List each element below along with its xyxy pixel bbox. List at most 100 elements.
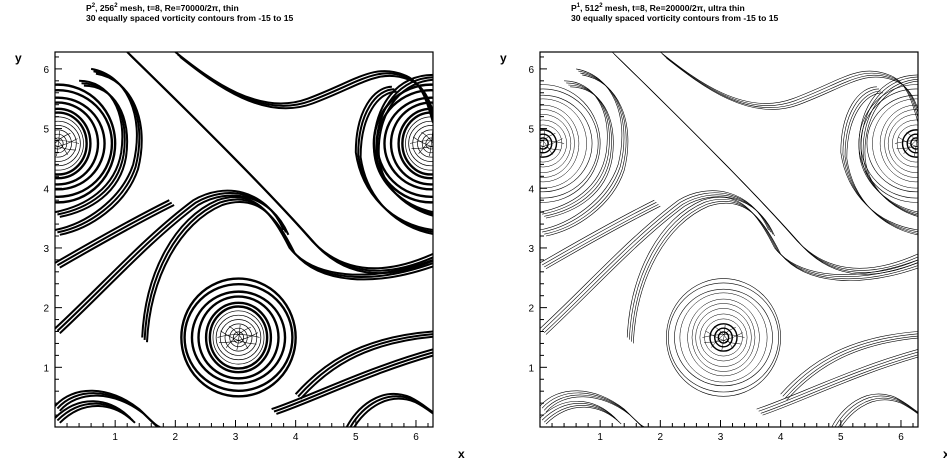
x-tick-label: 6: [898, 432, 904, 443]
axis-group: [540, 56, 914, 427]
vortex-filament-right-edge: [896, 145, 918, 149]
filament-band-4: [662, 53, 918, 119]
vortex-ring-left-edge: [55, 96, 106, 191]
x-tick-label: 4: [778, 432, 784, 443]
vortex-ring-center: [183, 282, 294, 392]
contour-group: [55, 52, 433, 427]
filament-band-3: [617, 57, 918, 275]
left-title-line: P2, 2562 mesh, t=8, Re=70000/2π, thin: [86, 3, 239, 13]
y-tick-label: 4: [43, 184, 49, 195]
y-tick-label: 5: [528, 125, 534, 136]
y-tick-label: 1: [528, 363, 534, 374]
right-plot: 1 2 3 4 5 6 1 2 3 4 5 6 x y: [500, 51, 947, 461]
filament-band-9: [273, 351, 433, 413]
vortex-ring-left-edge: [540, 98, 587, 189]
filament-band-7: [834, 395, 918, 427]
vortex-filament-center: [704, 332, 744, 343]
x-axis-label: x: [943, 447, 947, 461]
filament-band-13: [357, 88, 433, 233]
vortex-ring-right-edge: [901, 129, 918, 158]
filament-band-6: [59, 405, 136, 424]
left-title: P2, 2562 mesh, t=8, Re=70000/2π, thin 30…: [86, 3, 293, 23]
vortex-ring-right-edge: [906, 133, 918, 154]
vortex-filament-center: [219, 332, 259, 343]
filament-band-1: [544, 204, 659, 268]
vortex-ring-left-edge: [540, 129, 558, 158]
vortex-ring-left-edge: [55, 83, 117, 204]
vortex-ring-left-edge: [55, 107, 92, 180]
vortex-filament-right-edge: [429, 130, 433, 157]
vortex-ring-right-edge: [425, 137, 433, 150]
filament-band-7: [831, 393, 918, 427]
vortex-filament-center: [225, 326, 251, 348]
y-tick-label: 4: [528, 184, 534, 195]
filament-band-0: [626, 196, 918, 338]
vortex-filament-right-edge: [903, 138, 918, 154]
filament-band-12: [862, 79, 918, 216]
filament-band-10: [544, 72, 627, 235]
vortex-ring-right-edge: [389, 101, 433, 186]
filament-band-4: [179, 56, 433, 115]
filament-band-2: [59, 194, 290, 335]
vortex-filament-left-edge: [55, 138, 78, 148]
plot-frame: [539, 51, 919, 428]
vortex-ring-right-edge: [884, 109, 918, 178]
vortex-ring-left-edge: [55, 116, 84, 171]
filament-band-8: [299, 335, 433, 400]
left-panel: P2, 2562 mesh, t=8, Re=70000/2π, thin 30…: [0, 0, 473, 462]
y-tick-label: 3: [43, 244, 49, 255]
vortex-ring-center: [709, 323, 738, 352]
right-subtitle: 30 equally spaced vorticity contours fro…: [571, 13, 779, 23]
filament-band-11: [540, 80, 608, 213]
right-title-line: P1, 5122 mesh, t=8, Re=20000/2π, ultra t…: [571, 3, 745, 13]
filament-band-3: [616, 55, 918, 273]
vortex-ring-center: [219, 319, 258, 356]
vortex-ring-right-edge: [405, 116, 433, 171]
x-axis-label: x: [458, 447, 465, 461]
filament-band-7: [838, 397, 918, 427]
vortex-ring-left-edge: [540, 137, 549, 150]
vortex-ring-center: [666, 278, 781, 397]
filament-band-1: [541, 202, 657, 266]
vortex-ring-right-edge: [910, 137, 918, 150]
vortex-ring-right-edge: [896, 124, 918, 163]
filament-band-4: [174, 52, 433, 123]
vortex-ring-center: [233, 331, 244, 344]
vortex-ring-right-edge: [866, 94, 918, 193]
filament-band-0: [633, 202, 918, 344]
vortex-ring-right-edge: [408, 120, 433, 167]
filament-band-5: [541, 392, 644, 427]
y-axis-label: y: [500, 51, 507, 65]
vortex-ring-right-edge: [421, 133, 433, 154]
vortex-ring-right-edge: [417, 129, 433, 158]
filament-band-3: [131, 56, 433, 275]
x-tick-label: 3: [718, 432, 724, 443]
plot-frame: [54, 51, 434, 428]
filament-band-1: [59, 204, 175, 269]
filament-band-12: [864, 80, 918, 217]
vortex-ring-center: [180, 277, 297, 398]
left-plot: 1 2 3 4 5 6 1 2 3 4 5 6 x y: [15, 51, 465, 461]
x-tick-label: 5: [353, 432, 359, 443]
vortex-ring-left-edge: [540, 84, 601, 203]
vortex-ring-left-edge: [540, 124, 563, 163]
contour-group: [540, 52, 918, 427]
filament-band-9: [758, 351, 918, 412]
vortex-ring-center: [674, 288, 773, 387]
vortex-filament-center: [236, 324, 241, 351]
y-tick-label: 5: [43, 125, 49, 136]
vortex-ring-left-edge: [55, 89, 114, 198]
filament-band-13: [354, 85, 433, 231]
vortex-ring-center: [190, 290, 287, 385]
vortex-ring-center: [208, 305, 269, 370]
vortex-ring-center: [714, 327, 733, 348]
left-subtitle: 30 equally spaced vorticity contours fro…: [86, 13, 294, 23]
vortex-ring-right-edge: [383, 96, 433, 191]
filament-band-7: [840, 399, 918, 427]
filament-band-8: [297, 333, 433, 398]
filament-band-13: [359, 90, 433, 235]
vortex-ring-center: [212, 310, 265, 365]
vortex-ring-right-edge: [887, 114, 918, 173]
vortex-filament-right-edge: [411, 145, 433, 149]
vortex-ring-right-edge: [892, 119, 918, 168]
